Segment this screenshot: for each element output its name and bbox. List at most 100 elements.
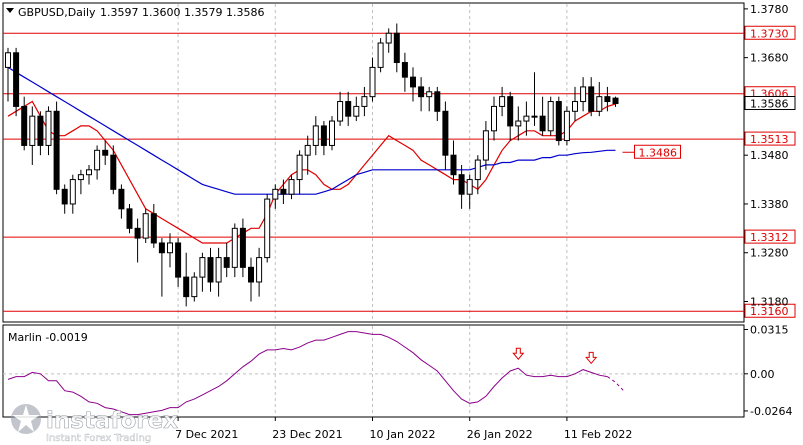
candle-body (434, 91, 441, 112)
current-price-marker (744, 95, 796, 110)
time-tick-label: 26 Jan 2022 (467, 428, 533, 441)
candle (5, 47, 11, 102)
candle-body (426, 91, 433, 98)
candle (215, 247, 222, 297)
candle (482, 121, 489, 170)
time-axis: 7 Dec 2021 23 Dec 2021 10 Jan 2022 26 Jan 2… (175, 417, 632, 441)
candle (94, 145, 101, 180)
candle-body (215, 257, 222, 283)
grid (3, 4, 744, 416)
candle-body (491, 105, 497, 132)
candle (499, 86, 506, 117)
candle (69, 174, 76, 214)
candle (207, 247, 214, 292)
dropdown-triangle-icon[interactable] (6, 8, 14, 13)
candle-body (102, 149, 109, 156)
candle-body (29, 115, 36, 146)
candle-body (539, 115, 546, 132)
candle-body (207, 257, 214, 283)
candle-body (515, 120, 522, 127)
candle (418, 77, 425, 112)
candle (612, 96, 619, 107)
candle (296, 150, 303, 195)
candle-body (223, 257, 230, 268)
level-label: 1.3160 (750, 305, 789, 318)
candle-body (94, 149, 101, 171)
candle (450, 140, 457, 185)
candle (393, 23, 400, 73)
candle-body (304, 144, 311, 156)
candle-body (110, 154, 117, 190)
candle (377, 38, 384, 73)
candle (401, 52, 408, 92)
candle-body (563, 110, 570, 142)
candle-body (547, 101, 554, 132)
time-tick-label: 23 Dec 2021 (272, 428, 342, 441)
candle (385, 28, 392, 53)
down-arrow-icon (512, 347, 525, 360)
candle (21, 96, 28, 151)
target-label: 1.3486 (639, 146, 678, 159)
candle (337, 91, 344, 126)
candle (86, 164, 92, 185)
candle-body (604, 96, 611, 103)
price-axis: 1.3780 1.3680 1.3586 1.3480 1.3380 1.3280 1.31… (744, 3, 796, 418)
candle-body (401, 62, 408, 78)
candle (580, 77, 587, 112)
price-tick-label: 1.3380 (750, 198, 789, 211)
candle-body (345, 101, 352, 117)
candle-body (482, 130, 489, 161)
down-arrow-icon (585, 351, 598, 365)
candle (239, 218, 246, 278)
candle-body (450, 154, 457, 176)
candle (596, 82, 603, 117)
candle (507, 91, 514, 141)
candle (45, 106, 52, 156)
candle-body (134, 227, 141, 239)
candle (426, 86, 433, 112)
candle (77, 169, 84, 195)
candle (515, 106, 522, 141)
candle (13, 47, 20, 117)
candle (167, 233, 173, 268)
price-tick-label: 1.3180 (750, 295, 789, 308)
candle (353, 96, 360, 122)
candle (118, 184, 125, 219)
candle-body (337, 101, 344, 122)
candle (264, 194, 271, 263)
candle (191, 272, 198, 302)
level-tag (744, 25, 796, 40)
oscillator (7, 331, 624, 416)
indicator-label: Marlin -0.0019 (8, 331, 88, 344)
candle-body (499, 96, 506, 107)
candle (248, 257, 254, 302)
fast-ma-line (7, 100, 616, 244)
candle-body (466, 179, 473, 195)
candle (466, 174, 473, 209)
candle-body (377, 42, 384, 68)
candle-body (61, 188, 68, 205)
time-tick-label: 11 Feb 2022 (564, 428, 632, 441)
candle (547, 96, 554, 136)
candle-body (175, 242, 182, 278)
instaforex-logo: instaforex Instant Forex Trading (11, 404, 179, 444)
candle-body (612, 97, 619, 104)
candle-body (507, 96, 514, 127)
candle (223, 242, 230, 278)
price-tick-label: 1.3680 (750, 52, 789, 65)
candle-body (369, 66, 376, 98)
level-tag (744, 229, 796, 244)
moving-averages (7, 66, 616, 244)
candle (304, 135, 311, 175)
candle (523, 101, 530, 136)
candle (434, 86, 441, 122)
candle (53, 101, 60, 195)
candle-body (288, 179, 295, 195)
candle-body (361, 96, 368, 107)
candle-body (458, 174, 465, 195)
candle (320, 121, 327, 156)
candle-body (167, 242, 173, 254)
candle (410, 67, 416, 102)
candle-body (418, 86, 425, 98)
